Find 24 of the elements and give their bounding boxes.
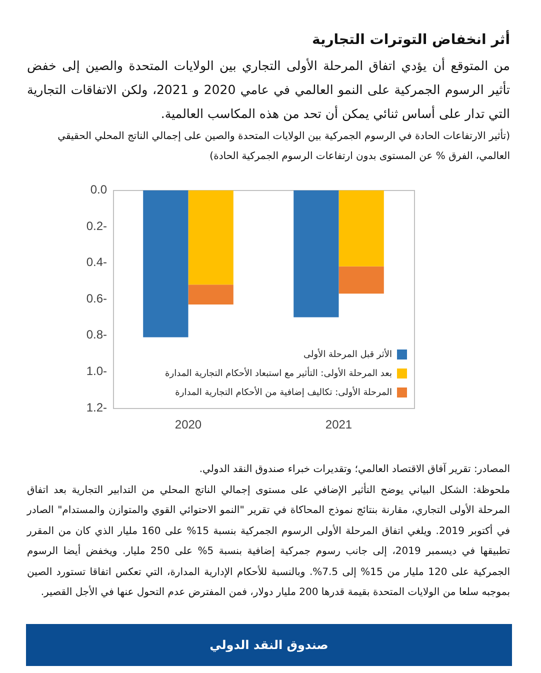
legend-label: بعد المرحلة الأولى: التأثير مع استبعاد الأحكام التجارية المدارة xyxy=(165,366,392,379)
y-tick-label: 1.2- xyxy=(86,400,107,414)
x-tick-label: 2020 xyxy=(174,418,202,432)
bar xyxy=(188,284,234,305)
text: صندوق النقد الدولي xyxy=(210,638,328,652)
y-tick-label: 0.8- xyxy=(86,328,107,342)
bar xyxy=(338,190,384,266)
x-tick-label: 2021 xyxy=(325,418,352,432)
bar xyxy=(294,190,339,318)
text: المصادر: تقرير آفاق الاقتصاد العالمي؛ وتقديرات خبراء صندوق النقد الدولي. xyxy=(198,462,510,477)
y-tick-label: 0.6- xyxy=(86,291,107,306)
bar xyxy=(188,190,234,285)
y-tick-label: 0.2- xyxy=(86,218,107,233)
bar xyxy=(338,266,384,294)
legend-label: الأثر قبل المرحلة الأولى xyxy=(303,348,392,360)
y-tick-label: 0.0 xyxy=(90,182,108,197)
text: ملحوظة: الشكل البياني يوضح التأثير الإضافي على مستوى إجمالي الناتج المحلي من التدابير التجارية بعد اتفاق المرحلة الأولى التجاري، مقارنة بنتائج نموذج المحاكاة في تقرير "النمو الاحتوائي القوي والمتوازن والمستدام" الصادر في أكتوبر 2019. ويلغي اتفاق المرحلة الأولى الرسوم الجمركية بنسبة 15% على 160 مليار الذي كان من المقرر تطبيقها في ديسمبر 2019، إلى جانب رسوم جمركية إضافية بنسبة 5% على 250 مليار. ويخفض أيضا الرسوم الجمركية على 120 مليار من 15% إلى 7.5%. وبالنسبة للأحكام الإدارية المدارة، التي تعكس اتفاقا تستورد الصين بموجبه سلعا من الولايات المتحدة بقيمة قدرها 200 مليار دولار، فمن المفترض عدم التحول عنها في الأجل القصير. xyxy=(27,482,510,600)
y-tick-label: 1.0- xyxy=(86,364,107,378)
legend-label: المرحلة الأولى: تكاليف إضافية من الأحكام التجارية المدارة xyxy=(175,386,392,398)
bar xyxy=(143,190,188,338)
chart-title: أثر انخفاض التوترات التجارية xyxy=(310,29,510,50)
y-axis-title: (تأثير الارتفاعات الحادة في الرسوم الجمركية بين الولايات المتحدة والصين على إجمالي الناتج المحلي الحقيقي العالمي، الفرق % عن المستوى بدون ارتفاعات الرسوم الجمركية الحادة) xyxy=(56,128,510,164)
y-tick-label: 0.4- xyxy=(86,255,107,270)
chart-subtitle: من المتوقع أن يؤدي اتفاق المرحلة الأولى التجاري بين الولايات المتحدة والصين إلى خفض تأثير الرسوم الجمركية على النمو العالمي في عامي 2020 و 2021، ولكن الاتفاقات التجارية التي تدار على أساس ثنائي يمكن أن تحد من هذه المكاسب العالمية. xyxy=(27,56,510,123)
